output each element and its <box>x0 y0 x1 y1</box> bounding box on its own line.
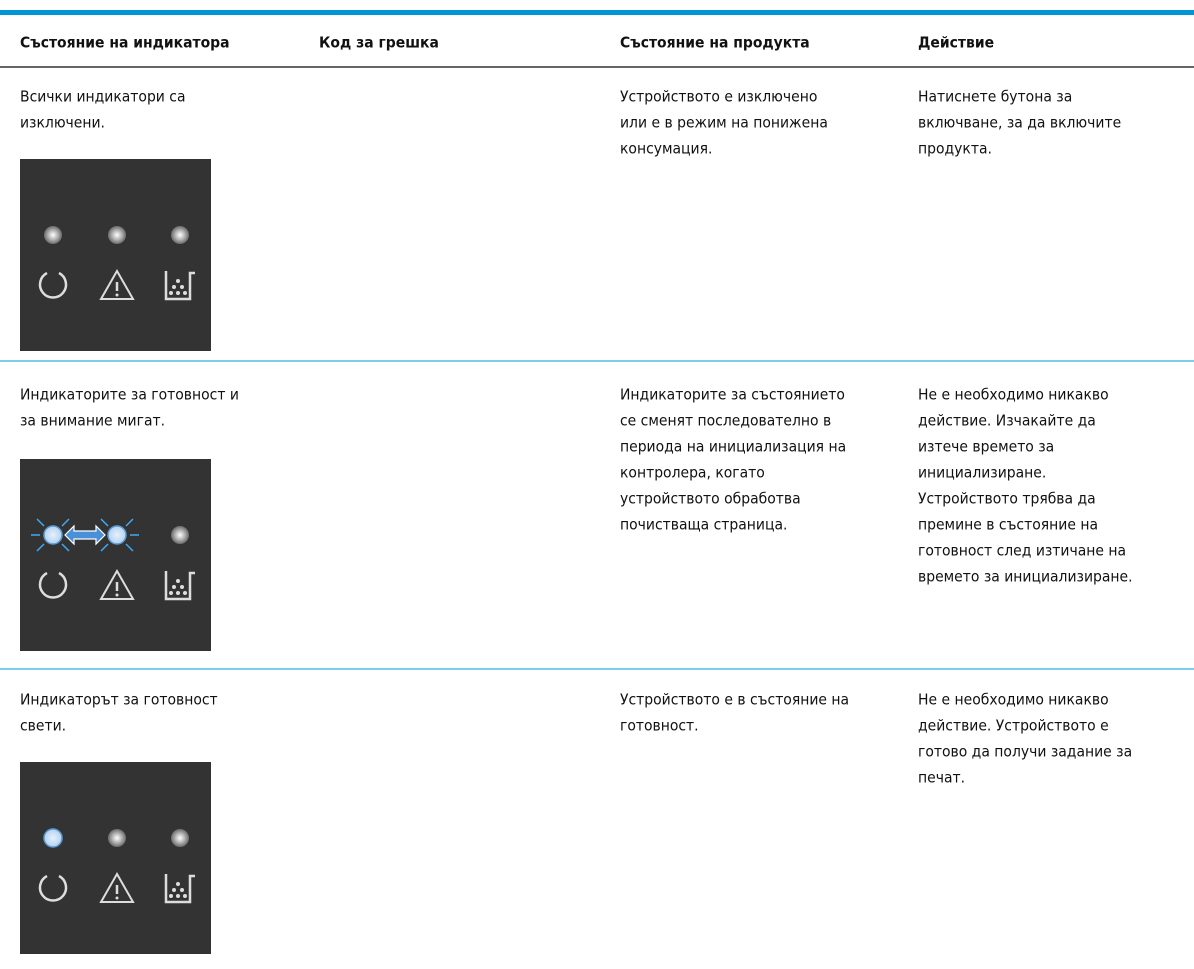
toner-dot <box>180 285 184 289</box>
status-text: или е в режим на понижена <box>620 114 828 132</box>
indicator-text: Всички индикатори са <box>20 88 186 106</box>
toner-icon <box>164 571 195 601</box>
toner-dot <box>176 882 180 886</box>
status-text: почистваща страница. <box>620 516 787 534</box>
column-header: Състояние на индикатора <box>20 34 230 52</box>
action-text: Устройството трябва да <box>918 490 1096 508</box>
status-text: готовност. <box>620 717 699 735</box>
action-text: готово да получи задание за <box>918 743 1132 761</box>
action-text: премине в състояние на <box>918 516 1098 534</box>
toner-icon <box>164 874 195 904</box>
blink-ray <box>36 543 45 552</box>
blink-ray <box>36 518 45 527</box>
blink-ray <box>61 543 70 552</box>
action-text: Не е необходимо никакво <box>918 691 1109 709</box>
led <box>108 226 126 244</box>
status-text: Индикаторите за състоянието <box>620 386 845 404</box>
panel-bg <box>20 762 211 954</box>
toner-dot <box>176 279 180 283</box>
led <box>171 226 189 244</box>
column-header: Код за грешка <box>319 34 439 52</box>
toner-dot <box>169 291 173 295</box>
toner-dot <box>176 579 180 583</box>
blink-ray <box>100 543 109 552</box>
led <box>107 525 127 545</box>
toner-dot <box>172 585 176 589</box>
indicator-text: Индикаторът за готовност <box>20 691 218 709</box>
action-text: включване, за да включите <box>918 114 1121 132</box>
toner-dot <box>183 591 187 595</box>
attention-dot <box>115 896 119 900</box>
attention-icon <box>99 268 135 300</box>
action-text: печат. <box>918 769 965 787</box>
toner-dot <box>176 894 180 898</box>
blink-ray <box>125 543 134 552</box>
column-header: Действие <box>918 34 994 52</box>
control-panel <box>20 762 211 954</box>
indicator-text: за внимание мигат. <box>20 412 165 430</box>
action-text: действие. Устройството е <box>918 717 1109 735</box>
attention-icon <box>99 871 135 903</box>
status-text: Устройството е изключено <box>620 88 817 106</box>
led <box>108 829 126 847</box>
toner-dot <box>172 888 176 892</box>
status-text: Устройството е в състояние на <box>620 691 849 709</box>
led <box>44 226 62 244</box>
blink-ray <box>100 518 109 527</box>
control-panel <box>20 459 211 651</box>
toner-dot <box>172 285 176 289</box>
blink-ray <box>125 518 134 527</box>
status-text: консумация. <box>620 140 712 158</box>
toner-dot <box>180 585 184 589</box>
panel-bg <box>20 159 211 351</box>
toner-dot <box>169 894 173 898</box>
status-text: периода на инициализация на <box>620 438 846 456</box>
top-rule <box>0 10 1194 15</box>
led <box>171 829 189 847</box>
action-text: Натиснете бутона за <box>918 88 1072 106</box>
panel-bg <box>20 459 211 651</box>
power-icon <box>38 874 68 902</box>
alternate-arrow <box>64 524 106 546</box>
indicator-text: Индикаторите за готовност и <box>20 386 239 404</box>
attention-dot <box>115 293 119 297</box>
power-icon <box>38 271 68 299</box>
action-text: продукта. <box>918 140 992 158</box>
indicator-text: свети. <box>20 717 66 735</box>
led <box>171 526 189 544</box>
status-text: контролера, когато <box>620 464 765 482</box>
toner-dot <box>176 291 180 295</box>
column-header: Състояние на продукта <box>620 34 810 52</box>
attention-dot <box>115 593 119 597</box>
power-icon <box>38 571 68 599</box>
indicator-text: изключени. <box>20 114 105 132</box>
action-text: инициализиране. <box>918 464 1046 482</box>
attention-icon <box>99 568 135 600</box>
action-text: изтече времето за <box>918 438 1054 456</box>
led <box>43 828 63 848</box>
blink-ray <box>61 518 70 527</box>
status-text: се сменят последователно в <box>620 412 831 430</box>
status-text: устройството обработва <box>620 490 801 508</box>
toner-dot <box>183 894 187 898</box>
toner-dot <box>183 291 187 295</box>
toner-dot <box>180 888 184 892</box>
led <box>43 525 63 545</box>
toner-dot <box>169 591 173 595</box>
control-panel <box>20 159 211 351</box>
action-text: готовност след изтичане на <box>918 542 1126 560</box>
action-text: Не е необходимо никакво <box>918 386 1109 404</box>
toner-icon <box>164 271 195 301</box>
action-text: времето за инициализиране. <box>918 568 1133 586</box>
toner-dot <box>176 591 180 595</box>
action-text: действие. Изчакайте да <box>918 412 1096 430</box>
